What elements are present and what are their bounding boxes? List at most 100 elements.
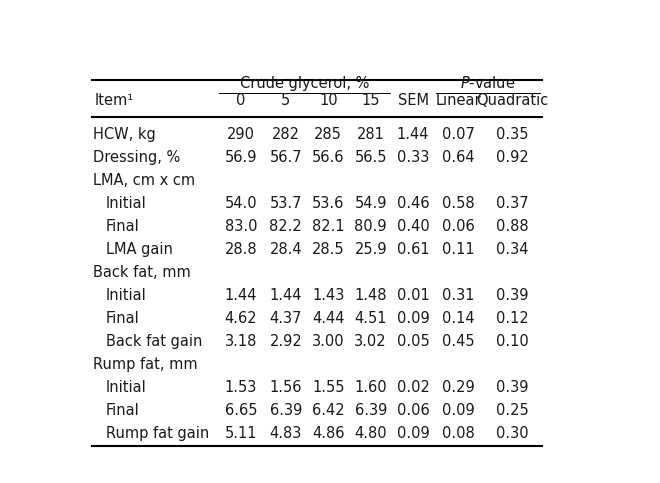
Text: 0.05: 0.05: [397, 334, 430, 349]
Text: 28.8: 28.8: [224, 242, 257, 257]
Text: 0.88: 0.88: [496, 219, 528, 234]
Text: 5.11: 5.11: [224, 426, 257, 441]
Text: 15: 15: [362, 93, 380, 108]
Text: 281: 281: [357, 127, 385, 142]
Text: 0.12: 0.12: [496, 311, 528, 326]
Text: 1.53: 1.53: [224, 380, 257, 395]
Text: 3.00: 3.00: [312, 334, 345, 349]
Text: 4.83: 4.83: [270, 426, 302, 441]
Text: Final: Final: [106, 311, 140, 326]
Text: 0.45: 0.45: [442, 334, 475, 349]
Text: Back fat, mm: Back fat, mm: [93, 265, 191, 280]
Text: $\it{P}$-value: $\it{P}$-value: [461, 75, 515, 91]
Text: 0.02: 0.02: [397, 380, 430, 395]
Text: 282: 282: [272, 127, 300, 142]
Text: 0.35: 0.35: [496, 127, 528, 142]
Text: Initial: Initial: [106, 196, 147, 211]
Text: 0.58: 0.58: [442, 196, 475, 211]
Text: 1.48: 1.48: [354, 288, 387, 303]
Text: 82.1: 82.1: [312, 219, 345, 234]
Text: 0.64: 0.64: [442, 150, 475, 165]
Text: 0.07: 0.07: [442, 127, 475, 142]
Text: 3.02: 3.02: [354, 334, 387, 349]
Text: 56.9: 56.9: [224, 150, 257, 165]
Text: 0.01: 0.01: [397, 288, 430, 303]
Text: 28.4: 28.4: [269, 242, 302, 257]
Text: 2.92: 2.92: [269, 334, 302, 349]
Text: 1.60: 1.60: [354, 380, 387, 395]
Text: Crude glycerol, %: Crude glycerol, %: [240, 76, 369, 91]
Text: 0.39: 0.39: [496, 288, 528, 303]
Text: 0.31: 0.31: [442, 288, 475, 303]
Text: 4.51: 4.51: [354, 311, 387, 326]
Text: 53.6: 53.6: [312, 196, 345, 211]
Text: Final: Final: [106, 219, 140, 234]
Text: 6.42: 6.42: [312, 403, 345, 418]
Text: 1.55: 1.55: [312, 380, 345, 395]
Text: 0: 0: [236, 93, 246, 108]
Text: 0.06: 0.06: [397, 403, 430, 418]
Text: Initial: Initial: [106, 380, 147, 395]
Text: 0.92: 0.92: [496, 150, 528, 165]
Text: 0.33: 0.33: [397, 150, 430, 165]
Text: 0.09: 0.09: [397, 311, 430, 326]
Text: 0.30: 0.30: [496, 426, 528, 441]
Text: 0.39: 0.39: [496, 380, 528, 395]
Text: 0.10: 0.10: [496, 334, 528, 349]
Text: 0.46: 0.46: [397, 196, 430, 211]
Text: Item¹: Item¹: [94, 93, 133, 108]
Text: LMA, cm x cm: LMA, cm x cm: [93, 173, 195, 188]
Text: 53.7: 53.7: [269, 196, 302, 211]
Text: 10: 10: [319, 93, 337, 108]
Text: Rump fat, mm: Rump fat, mm: [93, 357, 198, 372]
Text: 54.0: 54.0: [224, 196, 257, 211]
Text: 56.5: 56.5: [354, 150, 387, 165]
Text: 28.5: 28.5: [312, 242, 345, 257]
Text: LMA gain: LMA gain: [106, 242, 173, 257]
Text: 1.56: 1.56: [269, 380, 302, 395]
Text: 290: 290: [227, 127, 255, 142]
Text: 0.11: 0.11: [442, 242, 475, 257]
Text: HCW, kg: HCW, kg: [93, 127, 156, 142]
Text: 25.9: 25.9: [354, 242, 387, 257]
Text: 1.44: 1.44: [397, 127, 430, 142]
Text: 0.34: 0.34: [496, 242, 528, 257]
Text: Linear: Linear: [436, 93, 481, 108]
Text: SEM: SEM: [398, 93, 429, 108]
Text: 56.7: 56.7: [269, 150, 302, 165]
Text: Final: Final: [106, 403, 140, 418]
Text: Rump fat gain: Rump fat gain: [106, 426, 209, 441]
Text: 54.9: 54.9: [354, 196, 387, 211]
Text: 6.39: 6.39: [270, 403, 302, 418]
Text: 0.06: 0.06: [442, 219, 475, 234]
Text: 4.37: 4.37: [269, 311, 302, 326]
Text: 1.44: 1.44: [269, 288, 302, 303]
Text: 4.86: 4.86: [312, 426, 345, 441]
Text: Initial: Initial: [106, 288, 147, 303]
Text: 0.08: 0.08: [442, 426, 475, 441]
Text: 0.25: 0.25: [496, 403, 528, 418]
Text: 4.80: 4.80: [354, 426, 387, 441]
Text: 80.9: 80.9: [354, 219, 387, 234]
Text: 0.29: 0.29: [442, 380, 475, 395]
Text: 1.43: 1.43: [312, 288, 345, 303]
Text: 3.18: 3.18: [224, 334, 257, 349]
Text: 6.39: 6.39: [354, 403, 387, 418]
Text: 0.09: 0.09: [397, 426, 430, 441]
Text: Back fat gain: Back fat gain: [106, 334, 203, 349]
Text: 83.0: 83.0: [224, 219, 257, 234]
Text: 1.44: 1.44: [224, 288, 257, 303]
Text: 4.62: 4.62: [224, 311, 257, 326]
Text: 6.65: 6.65: [224, 403, 257, 418]
Text: 0.09: 0.09: [442, 403, 475, 418]
Text: 4.44: 4.44: [312, 311, 345, 326]
Text: 285: 285: [314, 127, 343, 142]
Text: 56.6: 56.6: [312, 150, 345, 165]
Text: 0.37: 0.37: [496, 196, 528, 211]
Text: 0.14: 0.14: [442, 311, 475, 326]
Text: 5: 5: [281, 93, 290, 108]
Text: Dressing, %: Dressing, %: [93, 150, 180, 165]
Text: Quadratic: Quadratic: [476, 93, 548, 108]
Text: 0.40: 0.40: [397, 219, 430, 234]
Text: 0.61: 0.61: [397, 242, 430, 257]
